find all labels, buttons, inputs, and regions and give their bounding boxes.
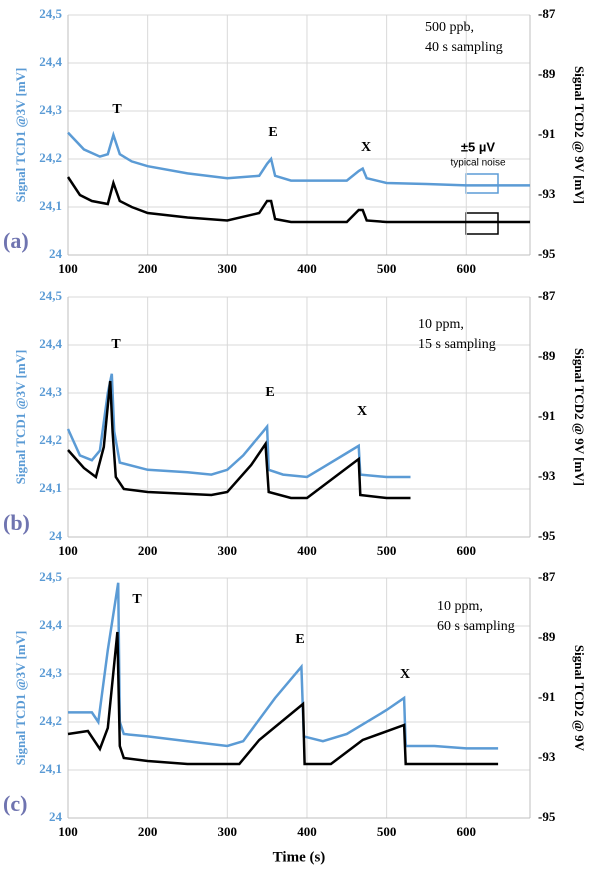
annotation: X <box>361 140 371 155</box>
panel-note: 10 ppm, <box>418 317 464 332</box>
y2-tick-label: -93 <box>538 749 556 764</box>
y2-axis-label: Signal TCD2 @ 9V [mV] <box>572 66 587 204</box>
y2-tick-label: -87 <box>538 288 556 303</box>
y-tick-label: 24,5 <box>39 569 62 584</box>
y-axis-label: Signal TCD1 @3V [mV] <box>13 68 28 203</box>
x-tick-label: 300 <box>218 824 238 839</box>
noise-box-blue <box>465 173 499 194</box>
panel-note: 40 s sampling <box>425 40 503 55</box>
x-tick-label: 200 <box>138 261 158 276</box>
y2-tick-label: -91 <box>538 126 555 141</box>
panel-note: 60 s sampling <box>437 619 515 634</box>
x-tick-label: 100 <box>58 824 78 839</box>
y2-tick-label: -93 <box>538 468 556 483</box>
x-tick-label: 500 <box>377 824 397 839</box>
annotation: E <box>268 125 277 140</box>
y2-tick-label: -95 <box>538 528 556 543</box>
panel-label: (b) <box>3 510 30 535</box>
y2-tick-label: -87 <box>538 569 556 584</box>
x-tick-label: 600 <box>457 543 477 558</box>
noise-box-black <box>465 212 499 235</box>
y-axis-label: Signal TCD1 @3V [mV] <box>13 350 28 485</box>
y2-tick-label: -93 <box>538 186 556 201</box>
annotation: E <box>295 632 304 647</box>
annotation: T <box>111 337 121 352</box>
y-tick-label: 24,4 <box>39 54 62 69</box>
y-tick-label: 24,1 <box>39 761 62 776</box>
y-axis-label: Signal TCD1 @3V [mV] <box>13 631 28 766</box>
x-tick-label: 100 <box>58 261 78 276</box>
y2-axis-label: Signal TCD2 @ 9V [mV] <box>572 348 587 486</box>
y-tick-label: 24,1 <box>39 198 62 213</box>
x-tick-label: 300 <box>218 543 238 558</box>
panel-note: 15 s sampling <box>418 337 496 352</box>
x-tick-label: 500 <box>377 543 397 558</box>
y2-tick-label: -95 <box>538 246 556 261</box>
y2-axis-label: Signal TCD2 @ 9V <box>572 645 587 752</box>
annotation: ±5 µV <box>461 139 495 154</box>
annotation: E <box>265 385 274 400</box>
y2-tick-label: -91 <box>538 408 555 423</box>
y-tick-label: 24,5 <box>39 288 62 303</box>
y-tick-label: 24,1 <box>39 480 62 495</box>
y-tick-label: 24,4 <box>39 336 62 351</box>
x-tick-label: 400 <box>297 261 317 276</box>
y-tick-label: 24 <box>49 246 63 261</box>
panel-note: 10 ppm, <box>437 599 483 614</box>
annotation: typical noise <box>450 158 505 169</box>
x-tick-label: 400 <box>297 824 317 839</box>
y-tick-label: 24,5 <box>39 6 62 21</box>
panel-label: (a) <box>3 228 29 253</box>
y-tick-label: 24 <box>49 809 63 824</box>
x-tick-label: 200 <box>138 543 158 558</box>
x-axis-label: Time (s) <box>273 849 326 865</box>
y-tick-label: 24,4 <box>39 617 62 632</box>
y-tick-label: 24,2 <box>39 713 62 728</box>
series-line <box>67 130 530 187</box>
y2-tick-label: -87 <box>538 6 556 21</box>
panel-note: 500 ppb, <box>425 20 474 35</box>
x-tick-label: 500 <box>377 261 397 276</box>
annotation: X <box>400 667 410 682</box>
series-line <box>67 380 411 500</box>
annotation: X <box>357 404 367 419</box>
y-tick-label: 24,3 <box>39 102 62 117</box>
series-line <box>68 582 499 750</box>
y2-tick-label: -95 <box>538 809 556 824</box>
y2-tick-label: -89 <box>538 348 556 363</box>
y2-tick-label: -89 <box>538 66 556 81</box>
x-tick-label: 200 <box>138 824 158 839</box>
panel-label: (c) <box>3 791 27 816</box>
annotation: T <box>132 592 142 607</box>
series-line <box>67 631 499 766</box>
y-tick-label: 24 <box>49 528 63 543</box>
y2-tick-label: -89 <box>538 629 556 644</box>
x-tick-label: 100 <box>58 543 78 558</box>
y-tick-label: 24,2 <box>39 150 62 165</box>
x-tick-label: 600 <box>457 261 477 276</box>
y2-tick-label: -91 <box>538 689 555 704</box>
series-line <box>66 176 530 224</box>
x-tick-label: 600 <box>457 824 477 839</box>
x-tick-label: 300 <box>218 261 238 276</box>
y-tick-label: 24,2 <box>39 432 62 447</box>
x-tick-label: 400 <box>297 543 317 558</box>
series-line <box>66 373 411 479</box>
y-tick-label: 24,3 <box>39 665 62 680</box>
y-tick-label: 24,3 <box>39 384 62 399</box>
annotation: T <box>112 102 122 117</box>
